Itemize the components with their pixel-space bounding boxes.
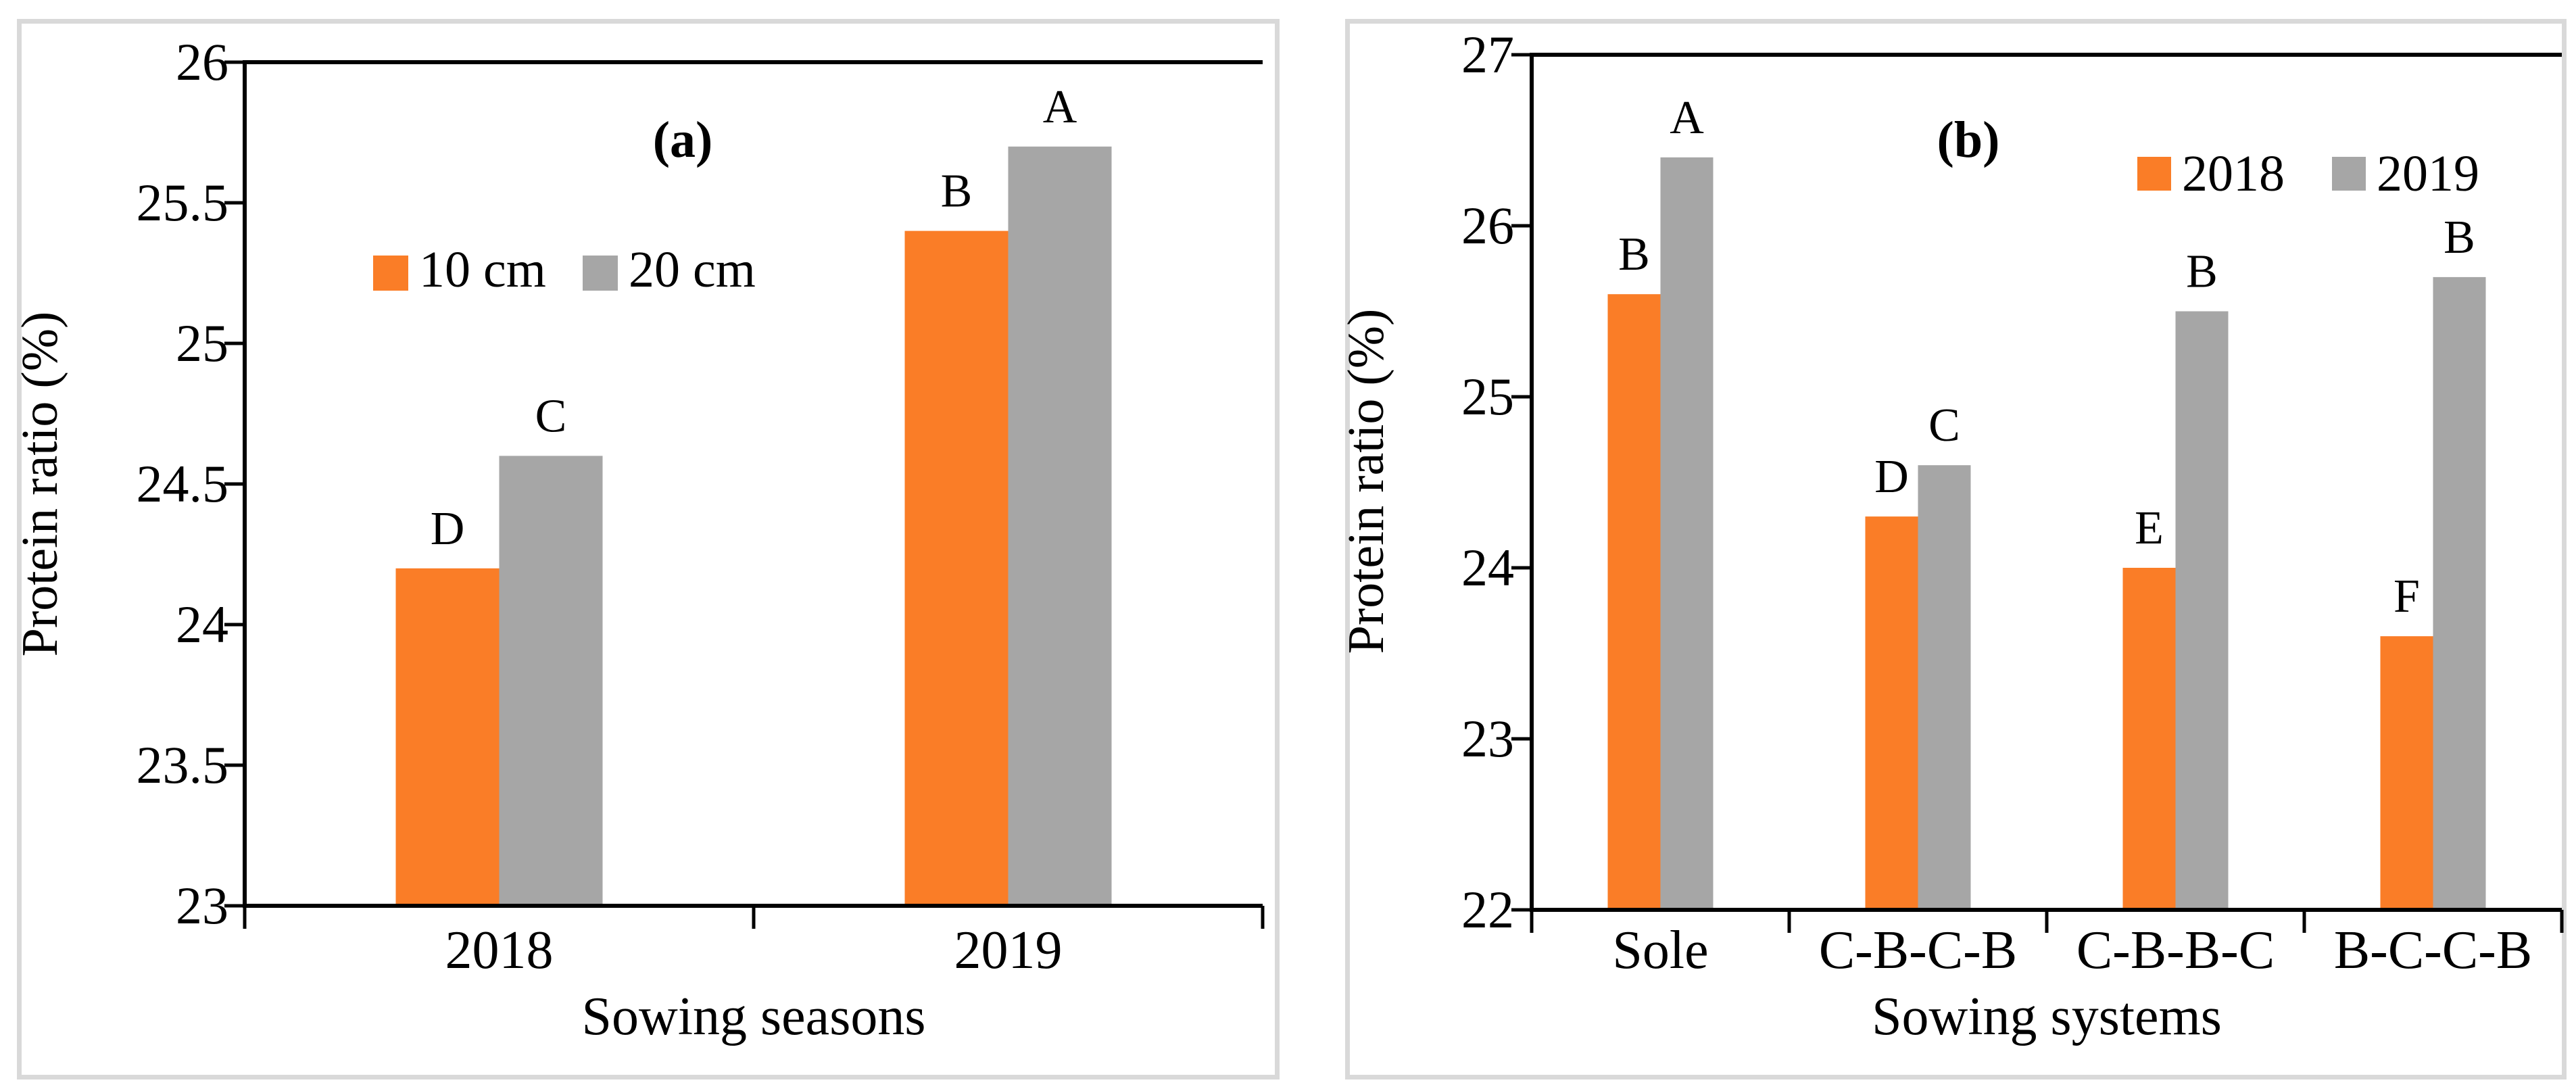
y-tick-label-b-23: 23: [1461, 709, 1514, 768]
bar-letter-b-C-B-B-C-2018: E: [2135, 502, 2164, 554]
bar-letter-a-2019-10 cm: B: [941, 166, 973, 218]
bar-a-2018-20 cm: [499, 456, 603, 906]
bar-b-Sole-2018: [1607, 294, 1661, 910]
bar-letter-b-B-C-C-B-2019: B: [2444, 212, 2475, 264]
bar-b-B-C-C-B-2018: [2380, 636, 2433, 910]
x-category-label-b-Sole: Sole: [1612, 921, 1708, 980]
bar-b-C-B-B-C-2019: [2175, 311, 2229, 910]
y-tick-label-b-24: 24: [1461, 538, 1514, 597]
y-tick-label-a-25.5: 25.5: [137, 173, 229, 232]
y-tick-label-a-23: 23: [176, 876, 228, 935]
bar-b-C-B-B-C-2018: [2122, 568, 2176, 910]
bar-b-B-C-C-B-2019: [2433, 276, 2486, 910]
bar-letter-b-C-B-B-C-2019: B: [2186, 246, 2218, 298]
legend-swatch-a-10 cm: [373, 256, 408, 291]
y-tick-label-b-27: 27: [1461, 25, 1514, 84]
y-tick-label-a-23.5: 23.5: [137, 735, 229, 794]
y-axis-title-a: Protein ratio (%): [11, 312, 68, 657]
y-tick-label-a-24.5: 24.5: [137, 454, 229, 513]
legend-label-a-10 cm: 10 cm: [419, 241, 546, 298]
bar-b-Sole-2019: [1660, 157, 1714, 910]
x-axis-title-a: Sowing seasons: [582, 987, 926, 1046]
bar-letter-b-C-B-C-B-2019: C: [1928, 399, 1960, 452]
legend-label-b-2019: 2019: [2377, 145, 2479, 202]
bar-b-C-B-C-B-2019: [1918, 465, 1971, 910]
y-tick-label-b-25: 25: [1461, 367, 1514, 426]
y-tick-label-a-25: 25: [176, 314, 228, 372]
y-tick-label-a-26: 26: [176, 32, 228, 91]
x-category-label-a-2019: 2019: [954, 921, 1063, 980]
panel-label-b: (b): [1937, 112, 2000, 168]
bar-a-2018-10 cm: [395, 568, 500, 906]
x-category-label-b-C-B-B-C: C-B-B-C: [2076, 921, 2275, 980]
legend-swatch-a-20 cm: [583, 256, 618, 291]
y-tick-label-b-26: 26: [1461, 196, 1514, 255]
bar-a-2019-10 cm: [904, 231, 1008, 906]
legend-label-b-2018: 2018: [2182, 145, 2285, 202]
bar-letter-b-Sole-2019: A: [1670, 92, 1704, 144]
bar-letter-b-Sole-2018: B: [1618, 228, 1650, 281]
y-tick-label-a-24: 24: [176, 595, 228, 654]
bar-letter-a-2019-20 cm: A: [1043, 81, 1077, 133]
x-category-label-b-B-C-C-B: B-C-C-B: [2334, 921, 2532, 980]
bar-letter-a-2018-20 cm: C: [535, 390, 567, 442]
bar-b-C-B-C-B-2018: [1865, 516, 1918, 910]
x-category-label-a-2018: 2018: [445, 921, 554, 980]
bar-letter-a-2018-10 cm: D: [431, 503, 465, 555]
bar-a-2019-20 cm: [1008, 146, 1112, 906]
y-tick-label-b-22: 22: [1461, 880, 1514, 939]
panel-label-a: (a): [653, 112, 713, 168]
legend-swatch-b-2018: [2137, 157, 2171, 191]
legend-label-a-20 cm: 20 cm: [629, 241, 756, 298]
legend-swatch-b-2019: [2332, 157, 2366, 191]
x-axis-title-b: Sowing systems: [1872, 987, 2222, 1046]
bar-letter-b-C-B-C-B-2018: D: [1874, 451, 1909, 503]
x-category-label-b-C-B-C-B: C-B-C-B: [1819, 921, 2017, 980]
y-axis-title-b: Protein ratio (%): [1338, 309, 1394, 654]
bar-letter-b-B-C-C-B-2018: F: [2393, 571, 2420, 623]
